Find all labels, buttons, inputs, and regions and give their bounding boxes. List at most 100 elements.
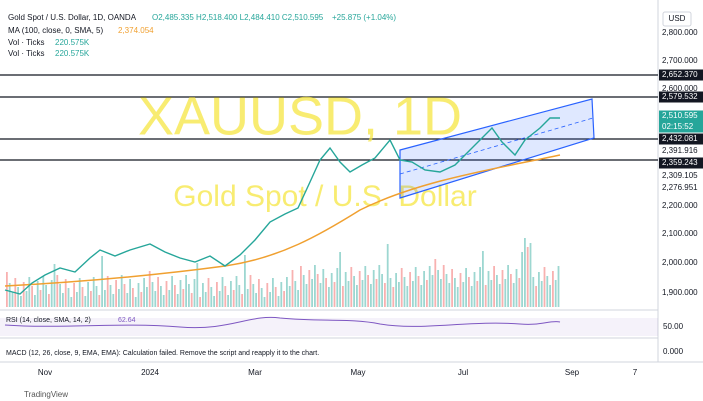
volume-bar — [442, 265, 445, 307]
volume-bar — [244, 255, 246, 307]
volume-bar — [521, 252, 523, 307]
volume-bar — [115, 280, 117, 307]
volume-bar — [484, 285, 487, 307]
currency-button[interactable] — [662, 11, 692, 27]
volume-bar — [182, 289, 185, 307]
volume-bar — [356, 285, 358, 307]
volume-bar — [134, 297, 137, 307]
volume-bar — [319, 283, 322, 307]
volume-bar — [277, 296, 280, 307]
volume-bar — [409, 272, 411, 307]
volume-bar — [473, 272, 476, 307]
volume-bar — [314, 265, 316, 307]
volume-bar — [272, 278, 274, 307]
time-label: Mar — [248, 368, 262, 377]
rsi-line — [4, 316, 561, 329]
footer: TradingView — [24, 390, 68, 399]
volume-bar — [372, 270, 375, 307]
volume-bar — [322, 269, 325, 307]
volume-bar — [53, 264, 56, 307]
volume-bar — [557, 266, 560, 307]
volume-bar — [218, 291, 221, 307]
volume-bar — [538, 272, 540, 307]
ma-value: 2,374.054 — [118, 26, 154, 35]
volume-bar — [160, 286, 162, 307]
price-label: 2,800.000 — [662, 28, 698, 37]
volume-bar — [353, 276, 355, 307]
volume-bar — [470, 286, 473, 307]
volume-bar — [64, 279, 67, 307]
volume-bar — [188, 284, 190, 307]
volume-bar — [392, 287, 395, 307]
price-label: 2,600.000 — [662, 84, 698, 93]
levels — [0, 74, 658, 161]
price-label: 2,510.595 — [662, 111, 698, 120]
volume-bar — [207, 278, 210, 307]
volume-bar — [339, 252, 341, 307]
volume-bar — [36, 281, 39, 307]
volume-bar — [526, 247, 529, 307]
volume-bar — [241, 294, 243, 307]
volume-bar — [462, 282, 465, 307]
currency[interactable]: USD — [669, 14, 686, 23]
rsi-axis: 50.00 — [663, 322, 684, 331]
volume-bar — [213, 296, 215, 307]
price-label: 2,359.243 — [662, 158, 698, 167]
volume-bar — [311, 279, 313, 307]
volume-bar — [367, 275, 369, 307]
volume-bar — [185, 275, 187, 307]
volume-bar — [378, 265, 381, 307]
ma-label: MA (100, close, 0, SMA, 5) — [8, 26, 103, 35]
level-badge — [659, 133, 703, 145]
volume-bar — [529, 243, 532, 307]
volume-bar — [252, 284, 255, 307]
volume-bar — [428, 266, 431, 307]
volume-bar — [162, 295, 165, 307]
volume-bar — [468, 277, 470, 307]
volume-bar — [221, 277, 224, 307]
volume-bar — [202, 283, 204, 307]
volume-bar — [154, 291, 157, 307]
volume-bar — [62, 293, 64, 307]
volume-bar — [490, 280, 493, 307]
volume-bar — [81, 287, 84, 307]
rsi-band — [0, 318, 658, 336]
watermark-symbol: XAUUSD, 1D — [138, 86, 462, 146]
volume-bar — [59, 284, 61, 307]
volume-bar — [524, 238, 526, 307]
volume-bar — [437, 270, 439, 307]
price-label: 1,900.000 — [662, 288, 698, 297]
volume-bar — [210, 287, 213, 307]
volume-bar — [266, 283, 269, 307]
volume-bar — [171, 276, 173, 307]
volume-bar — [288, 286, 291, 307]
volume-bar — [465, 268, 467, 307]
volume-bar — [546, 276, 549, 307]
volume-bar — [325, 278, 327, 307]
volume-bar — [179, 280, 182, 307]
time-label: 2024 — [141, 368, 159, 377]
volume-bar — [78, 278, 81, 307]
volume-bar — [330, 273, 333, 307]
volume-bar — [501, 270, 504, 307]
volume-bar — [17, 287, 19, 307]
volume-bar — [316, 274, 319, 307]
volume-bar — [283, 291, 285, 307]
volume-bar — [358, 271, 361, 307]
volume-bar — [137, 283, 140, 307]
volume-bar — [34, 295, 36, 307]
volume-bar — [70, 297, 73, 307]
price-label: 2,100.000 — [662, 229, 698, 238]
volume-bar — [554, 280, 557, 307]
volume-bar — [431, 275, 434, 307]
vol-value: 220.575K — [55, 38, 90, 47]
volume-bar — [552, 271, 554, 307]
volume-bar — [434, 259, 437, 307]
volume-bar — [482, 251, 484, 307]
volume-bar — [123, 284, 126, 307]
volume-bar — [487, 271, 490, 307]
volume-bar — [504, 279, 507, 307]
volume-bar — [518, 278, 521, 307]
volume-bar — [45, 285, 47, 307]
